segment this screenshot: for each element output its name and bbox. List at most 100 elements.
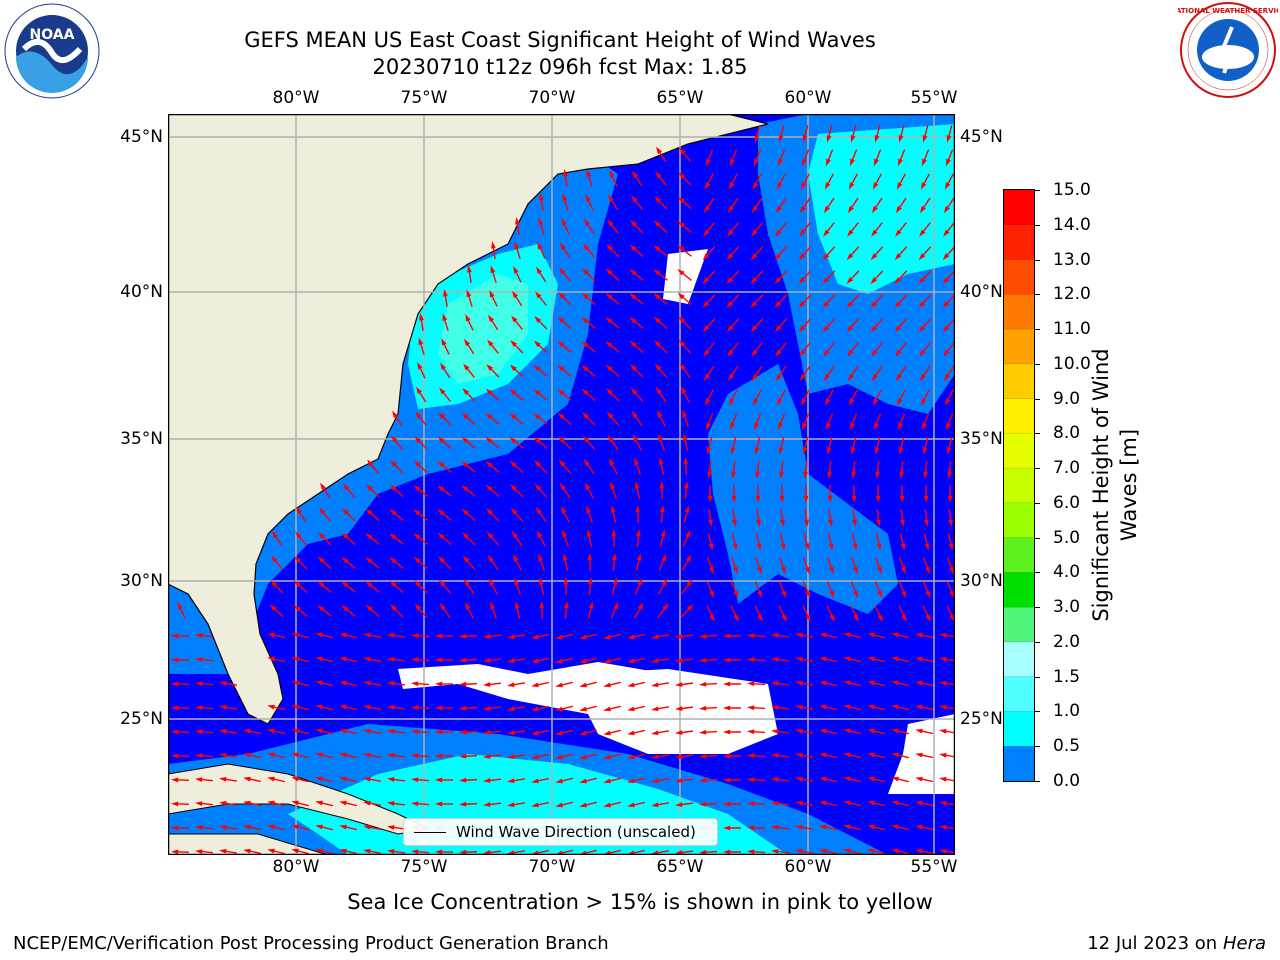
wave-arrowhead — [243, 824, 251, 830]
wave-arrowhead — [581, 341, 589, 348]
wave-arrowhead — [843, 776, 851, 782]
wave-arrowhead — [755, 471, 760, 479]
wave-arrowhead — [579, 802, 587, 808]
wave-arrowhead — [699, 777, 707, 783]
wave-arrowhead — [654, 196, 662, 203]
wave-arrowhead — [339, 776, 347, 782]
wave-arrowhead — [679, 362, 686, 371]
wave-arrowhead — [411, 801, 419, 807]
wave-arrowhead — [557, 341, 565, 348]
wave-arrowhead — [507, 754, 515, 760]
wave-arrowhead — [512, 290, 518, 299]
wave-arrowhead — [267, 704, 275, 710]
wave-arrowhead — [459, 849, 467, 855]
wave-arrowhead — [891, 848, 899, 854]
wave-arrowhead — [538, 553, 543, 562]
wave-arrowhead — [843, 824, 851, 830]
wave-arrowhead — [894, 253, 902, 261]
wave-arrowhead — [723, 729, 731, 735]
wave-arrowhead — [365, 533, 373, 540]
wave-arrowhead — [607, 219, 614, 227]
colorbar-tick-mark — [1034, 572, 1040, 574]
wave-arrowhead — [462, 555, 470, 563]
wave-arrowhead — [291, 656, 299, 662]
wave-arrowhead — [438, 556, 445, 564]
wave-arrowhead — [771, 657, 779, 662]
wave-arrowhead — [435, 657, 443, 663]
wave-arrowhead — [363, 704, 371, 710]
wave-arrowhead — [243, 800, 251, 806]
wave-arrowhead — [315, 632, 323, 638]
wave-arrowhead — [315, 752, 323, 758]
wave-arrowhead — [684, 481, 689, 489]
wave-arrowhead — [776, 398, 783, 406]
wave-arrowhead — [678, 316, 685, 324]
wave-arrowhead — [627, 802, 635, 808]
wave-arrowhead — [771, 777, 779, 782]
wave-arrowhead — [390, 460, 398, 467]
wave-arrowhead — [899, 495, 905, 503]
colorbar-tick-label: 8.0 — [1053, 423, 1081, 444]
wave-arrowhead — [562, 193, 568, 202]
colorbar-tick-mark — [1034, 294, 1040, 296]
wave-arrowhead — [780, 543, 786, 551]
wave-arrowhead — [435, 729, 443, 735]
wave-arrowhead — [751, 205, 758, 214]
colorbar-tick-mark — [1034, 641, 1040, 643]
land-south-edge — [168, 833, 329, 855]
wave-arrowhead — [579, 730, 587, 736]
wave-arrowhead — [533, 340, 541, 348]
wave-arrowhead — [675, 658, 683, 663]
wave-arrowhead — [219, 681, 227, 686]
colorbar-tick-label: 12.0 — [1053, 284, 1091, 305]
wave-arrowhead — [363, 656, 371, 662]
wave-arrowhead — [896, 398, 903, 406]
wave-arrowhead — [900, 566, 906, 575]
wave-arrowhead — [819, 704, 827, 710]
wave-arrowhead — [267, 776, 275, 782]
wave-arrowhead — [243, 776, 251, 782]
wave-arrowhead — [779, 471, 784, 479]
wave-arrowhead — [630, 387, 638, 395]
wave-arrowhead — [655, 386, 662, 395]
wave-arrowhead — [778, 135, 784, 143]
wave-arrowhead — [419, 313, 424, 321]
colorbar-tick-label: 5.0 — [1053, 527, 1081, 548]
wave-arrowhead — [557, 412, 565, 420]
wave-arrowhead — [363, 800, 371, 806]
wave-arrowhead — [896, 182, 903, 190]
wave-arrowhead — [418, 337, 424, 346]
wave-arrowhead — [171, 681, 179, 687]
wave-arrowhead — [632, 170, 638, 179]
wave-arrowhead — [757, 590, 763, 599]
wave-arrowhead — [675, 730, 683, 735]
wave-arrowhead — [949, 614, 955, 622]
wave-arrowhead — [946, 422, 951, 431]
wave-arrowhead — [533, 436, 541, 444]
wave-arrowhead — [658, 457, 664, 465]
wave-arrowhead — [756, 566, 762, 575]
wave-arrowhead — [558, 292, 566, 299]
wave-arrowhead — [483, 754, 491, 759]
wave-arrowhead — [466, 289, 472, 298]
wave-arrowhead — [491, 241, 496, 249]
colorbar-tick-mark — [1034, 433, 1040, 435]
wave-arrowhead — [531, 682, 539, 688]
wave-arrowhead — [795, 632, 803, 638]
wave-arrowhead — [894, 301, 902, 309]
wave-arrowhead — [363, 680, 371, 686]
colorbar-tick-label: 2.0 — [1053, 631, 1081, 652]
wave-arrowhead — [651, 730, 659, 736]
wave-arrowhead — [750, 253, 758, 261]
wave-arrowhead — [771, 681, 779, 686]
wave-arrowhead — [653, 220, 661, 228]
wave-arrowhead — [339, 728, 347, 734]
wave-arrowhead — [437, 509, 445, 516]
wave-arrowhead — [750, 301, 758, 309]
wave-arrowhead — [271, 555, 278, 563]
wave-arrowhead — [461, 461, 469, 468]
wave-arrowhead — [531, 634, 539, 640]
wave-arrowhead — [924, 519, 929, 527]
wave-arrowhead — [535, 291, 542, 299]
wave-arrowhead — [515, 217, 520, 225]
